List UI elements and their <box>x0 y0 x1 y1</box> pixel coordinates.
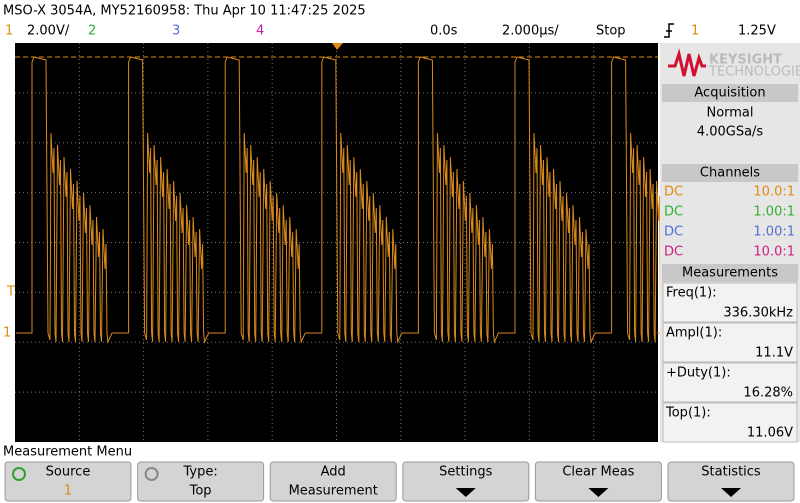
ch2-number: 2 <box>88 24 96 39</box>
measurement-label: Freq(1): <box>666 286 717 301</box>
menu-button[interactable] <box>4 461 132 502</box>
measurement-box <box>662 282 798 323</box>
measurement-box <box>662 322 798 363</box>
ground-marker: 1 <box>3 326 11 341</box>
time-scale: 2.000µs/ <box>502 24 559 39</box>
button-text: Clear Meas <box>562 465 634 480</box>
channels-header <box>662 164 798 182</box>
ch1-scale: 2.00V/ <box>27 24 70 39</box>
channel-probe: 1.00:1 <box>753 225 795 240</box>
ch4-number: 4 <box>256 24 264 39</box>
menu-button[interactable] <box>534 461 662 502</box>
brand-sub: TECHNOLOGIES <box>708 65 800 80</box>
button-icon <box>12 467 26 481</box>
sample-rate: 4.00GSa/s <box>697 125 764 140</box>
time-offset: 0.0s <box>430 24 458 39</box>
button-arrow <box>455 488 476 497</box>
button-text: Add <box>321 465 346 480</box>
menu-button[interactable] <box>269 461 397 502</box>
trigger-icon <box>664 23 674 38</box>
trigger-level: 1.25V <box>738 24 776 39</box>
run-state: Stop <box>596 24 626 39</box>
brand: KEYSIGHT <box>709 53 782 68</box>
button-text: Source <box>46 465 91 480</box>
channel-probe: 10.0:1 <box>753 185 795 200</box>
measurement-label: Top(1): <box>665 406 711 421</box>
title: MSO-X 3054A, MY52160958: Thu Apr 10 11:4… <box>3 4 366 19</box>
measurement-label: +Duty(1): <box>666 366 731 381</box>
button-text: Measurement <box>289 484 378 499</box>
button-text: Settings <box>439 465 493 480</box>
channels-title: Channels <box>700 166 760 181</box>
button-text: Statistics <box>701 465 761 480</box>
channel-probe: 10.0:1 <box>753 245 795 260</box>
measurement-box <box>662 362 798 403</box>
menu-button[interactable] <box>667 461 795 502</box>
acquisition-header <box>662 84 798 102</box>
grid <box>15 43 658 442</box>
measurement-label: Ampl(1): <box>666 326 722 341</box>
measurement-value: 11.1V <box>755 346 793 361</box>
acquisition-mode: Normal <box>706 106 753 121</box>
menu-title: Measurement Menu <box>3 445 132 460</box>
button-text: 1 <box>64 484 72 499</box>
button-arrow <box>588 488 609 497</box>
trigger-marker: T <box>6 285 15 300</box>
measurement-value: 16.28% <box>743 386 793 401</box>
button-text: Type: <box>182 465 217 480</box>
time-reference <box>332 43 343 50</box>
measurements-header <box>662 264 798 282</box>
channel-coupling: DC <box>664 245 683 260</box>
channel-probe: 1.00:1 <box>753 205 795 220</box>
measurement-box <box>662 402 798 443</box>
channel-coupling: DC <box>664 205 683 220</box>
channel-coupling: DC <box>664 225 683 240</box>
acquisition-title: Acquisition <box>694 86 765 101</box>
button-icon <box>144 467 159 481</box>
menu-button[interactable] <box>402 461 530 502</box>
logo-wave <box>668 48 706 77</box>
ch3-number: 3 <box>172 24 180 39</box>
measurement-value: 336.30kHz <box>723 306 793 321</box>
measurements-title: Measurements <box>682 266 778 281</box>
waveform <box>16 56 692 344</box>
button-text: Top <box>189 484 212 499</box>
channel-coupling: DC <box>664 185 683 200</box>
ch1-number: 1 <box>5 24 13 39</box>
menu-button[interactable] <box>137 461 265 502</box>
measurement-value: 11.06V <box>747 426 793 441</box>
button-arrow <box>721 488 741 497</box>
trigger-channel: 1 <box>691 24 699 39</box>
